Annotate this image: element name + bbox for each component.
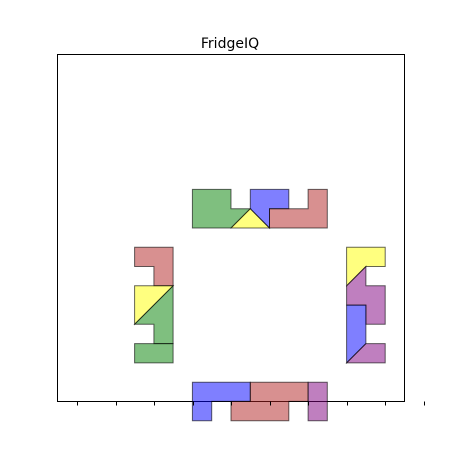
left-green-bar <box>134 343 174 364</box>
right-purple-corner <box>345 343 386 364</box>
bottom-purple-piece <box>307 381 328 422</box>
chart-title: FridgeIQ <box>201 36 259 52</box>
top-red-piece <box>269 188 328 229</box>
right-yellow-piece <box>346 246 386 288</box>
left-green-piece <box>133 284 174 345</box>
puzzle-pieces <box>133 188 386 422</box>
x-axis-ticks <box>77 401 425 406</box>
